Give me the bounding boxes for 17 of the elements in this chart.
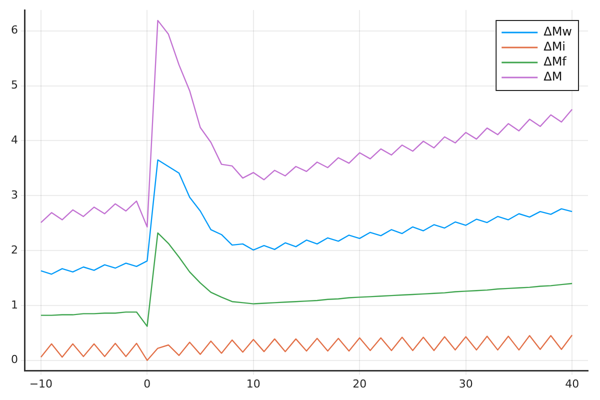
legend-label: ΔMw	[544, 24, 572, 39]
y-tick-label: 0	[11, 353, 18, 366]
y-tick-label: 2	[11, 243, 18, 256]
x-tick-label: 20	[352, 377, 367, 390]
legend-label: ΔMi	[544, 40, 566, 54]
legend-label: ΔM	[544, 70, 562, 84]
legend-label: ΔMf	[544, 54, 568, 69]
x-tick-label: −10	[29, 377, 53, 390]
y-tick-label: 6	[11, 24, 18, 37]
x-tick-label: 40	[565, 377, 580, 390]
x-tick-label: 30	[458, 377, 473, 390]
y-tick-label: 1	[11, 298, 18, 312]
y-tick-label: 4	[11, 134, 18, 147]
y-tick-label: 5	[11, 78, 18, 92]
x-tick-label: 0	[144, 377, 151, 390]
x-tick-label: 10	[246, 377, 260, 390]
y-tick-label: 3	[11, 188, 18, 202]
